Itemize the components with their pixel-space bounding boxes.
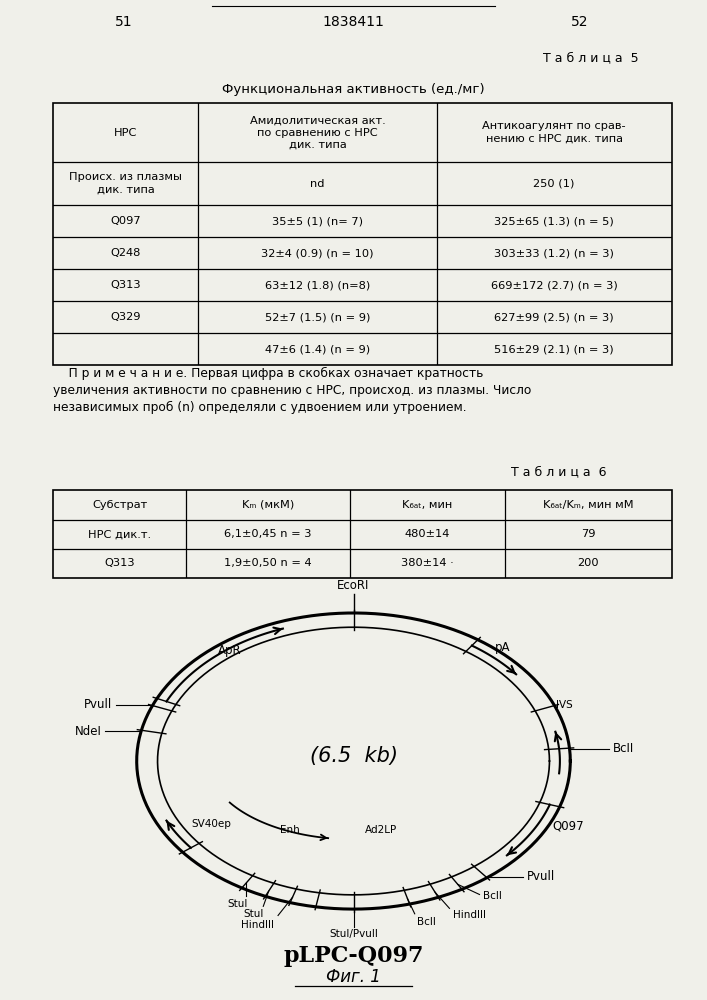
Text: Enh: Enh xyxy=(280,825,300,835)
Text: Фиг. 1: Фиг. 1 xyxy=(326,968,381,986)
Text: 79: 79 xyxy=(581,529,595,539)
Text: 325±65 (1.3) (n = 5): 325±65 (1.3) (n = 5) xyxy=(494,216,614,226)
Text: 250 (1): 250 (1) xyxy=(533,179,575,189)
Text: K₆ₐₜ, мин: K₆ₐₜ, мин xyxy=(402,500,452,510)
Text: ApR: ApR xyxy=(218,644,241,657)
Text: 627±99 (2.5) (n = 3): 627±99 (2.5) (n = 3) xyxy=(494,312,614,322)
Text: 63±12 (1.8) (n=8): 63±12 (1.8) (n=8) xyxy=(265,280,370,290)
Text: BcII: BcII xyxy=(483,891,502,901)
Text: 516±29 (2.1) (n = 3): 516±29 (2.1) (n = 3) xyxy=(494,344,614,354)
Text: K₆ₐₜ/Kₘ, мин мМ: K₆ₐₜ/Kₘ, мин мМ xyxy=(543,500,633,510)
Text: НРС: НРС xyxy=(114,128,137,138)
Text: BcII: BcII xyxy=(416,917,436,927)
Text: 480±14: 480±14 xyxy=(404,529,450,539)
Text: 1,9±0,50 n = 4: 1,9±0,50 n = 4 xyxy=(224,558,312,568)
Text: 52: 52 xyxy=(571,14,588,28)
Text: Stul: Stul xyxy=(243,909,263,919)
Text: Амидолитическая акт.
по сравнению с НРС
дик. типа: Амидолитическая акт. по сравнению с НРС … xyxy=(250,115,385,150)
Text: IVS: IVS xyxy=(556,700,573,710)
Text: Q329: Q329 xyxy=(110,312,141,322)
Text: Q313: Q313 xyxy=(104,558,135,568)
Text: 669±172 (2.7) (n = 3): 669±172 (2.7) (n = 3) xyxy=(491,280,617,290)
Text: Pvull: Pvull xyxy=(527,870,555,883)
Text: 303±33 (1.2) (n = 3): 303±33 (1.2) (n = 3) xyxy=(494,248,614,258)
Text: (6.5  kb): (6.5 kb) xyxy=(310,746,397,766)
Text: pA: pA xyxy=(495,641,510,654)
Text: Ad2LP: Ad2LP xyxy=(365,825,397,835)
Text: Stul: Stul xyxy=(228,899,248,909)
Text: 35±5 (1) (n= 7): 35±5 (1) (n= 7) xyxy=(272,216,363,226)
Text: 47±6 (1.4) (n = 9): 47±6 (1.4) (n = 9) xyxy=(265,344,370,354)
Text: 200: 200 xyxy=(578,558,599,568)
Text: Функциональная активность (ед./мг): Функциональная активность (ед./мг) xyxy=(222,83,485,96)
Text: EcoRI: EcoRI xyxy=(337,579,370,592)
Text: Q097: Q097 xyxy=(110,216,141,226)
Text: Антикоагулянт по срав-
нению с НРС дик. типа: Антикоагулянт по срав- нению с НРС дик. … xyxy=(482,121,626,144)
Text: 32±4 (0.9) (n = 10): 32±4 (0.9) (n = 10) xyxy=(262,248,374,258)
Text: Происх. из плазмы
дик. типа: Происх. из плазмы дик. типа xyxy=(69,172,182,195)
Text: Субстрат: Субстрат xyxy=(92,500,147,510)
Text: Stul/Pvull: Stul/Pvull xyxy=(329,929,378,939)
Text: Kₘ (мкМ): Kₘ (мкМ) xyxy=(242,500,294,510)
Text: Q313: Q313 xyxy=(110,280,141,290)
Text: 380±14 ·: 380±14 · xyxy=(401,558,454,568)
Text: nd: nd xyxy=(310,179,325,189)
Text: BcII: BcII xyxy=(613,742,634,755)
Text: 1838411: 1838411 xyxy=(322,14,385,28)
Text: Q097: Q097 xyxy=(552,819,584,832)
Text: HindIII: HindIII xyxy=(453,910,486,920)
Text: 51: 51 xyxy=(115,14,132,28)
Text: Т а б л и ц а  6: Т а б л и ц а 6 xyxy=(510,466,607,479)
Text: П р и м е ч а н и е. Первая цифра в скобках означает кратность
увеличения активн: П р и м е ч а н и е. Первая цифра в скоб… xyxy=(53,367,532,414)
Text: HindIII: HindIII xyxy=(241,920,274,930)
Text: pLPC-Q097: pLPC-Q097 xyxy=(284,945,423,967)
Text: NdeI: NdeI xyxy=(75,725,102,738)
Text: Т а б л и ц а  5: Т а б л и ц а 5 xyxy=(542,51,638,64)
Text: Q248: Q248 xyxy=(110,248,141,258)
Text: Pvull: Pvull xyxy=(84,698,112,711)
Text: НРС дик.т.: НРС дик.т. xyxy=(88,529,151,539)
Text: 52±7 (1.5) (n = 9): 52±7 (1.5) (n = 9) xyxy=(265,312,370,322)
Text: 6,1±0,45 n = 3: 6,1±0,45 n = 3 xyxy=(224,529,312,539)
Text: SV40ep: SV40ep xyxy=(191,819,231,829)
